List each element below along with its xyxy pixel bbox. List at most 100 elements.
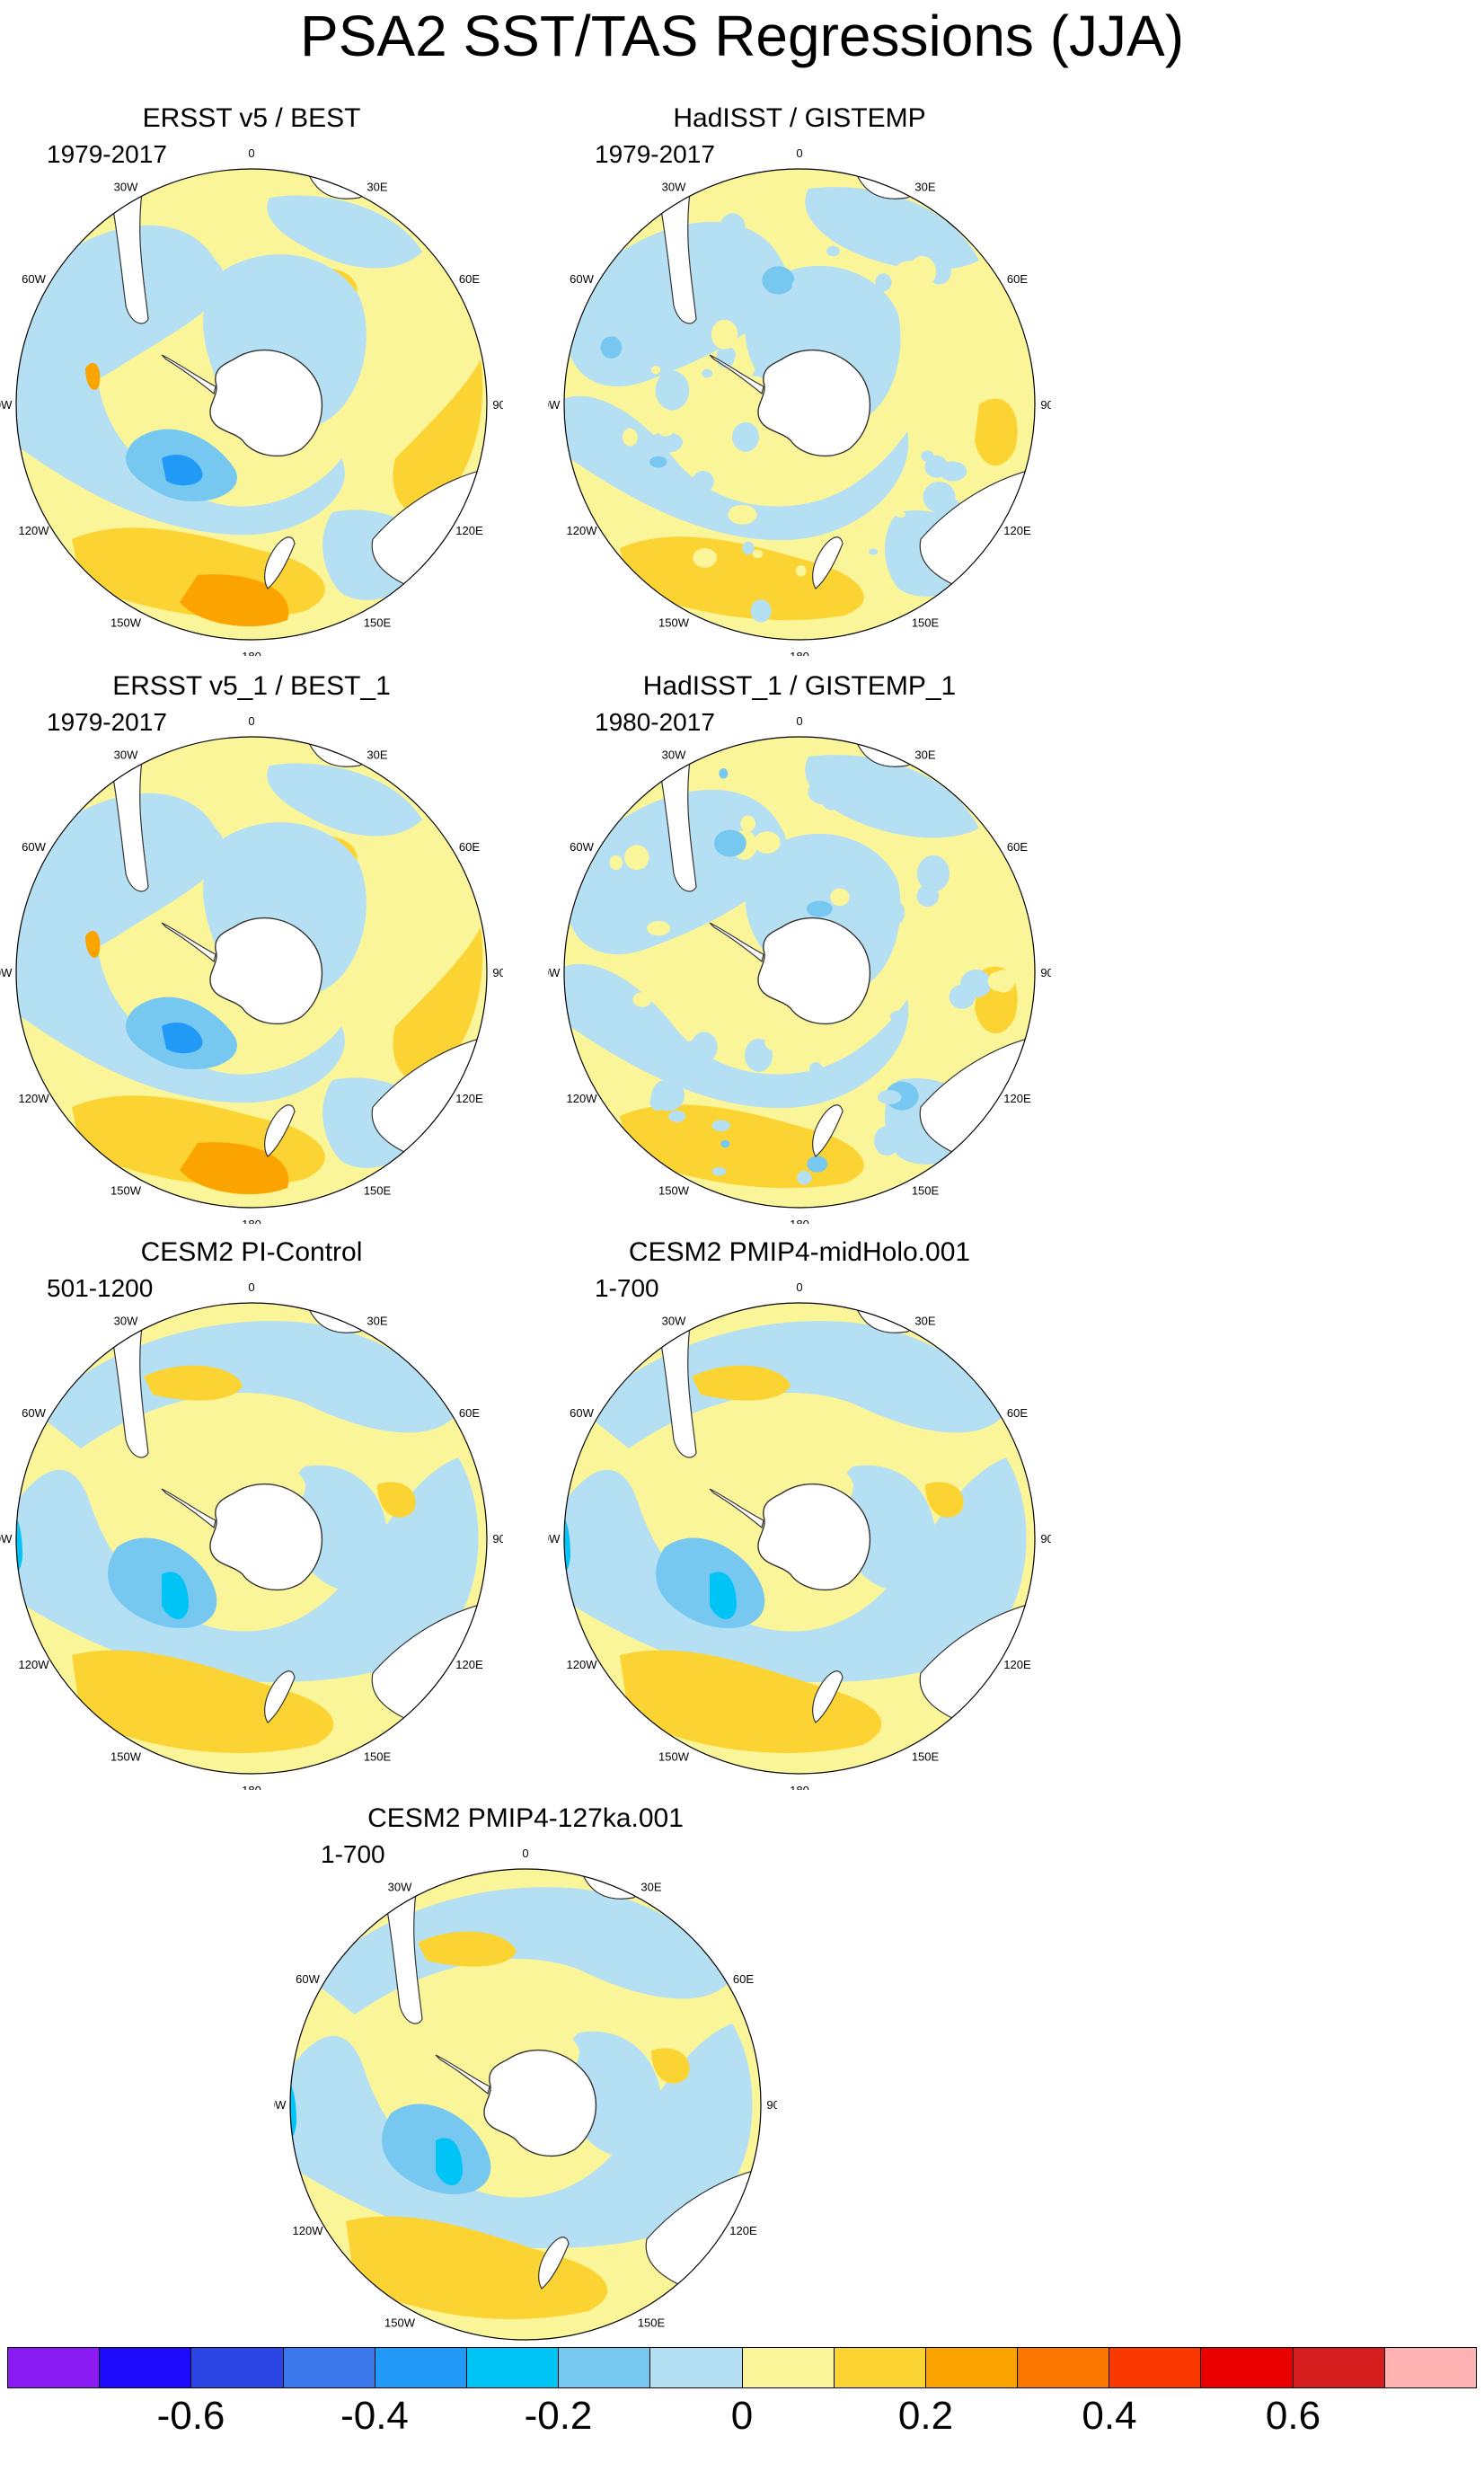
map-boundary: [563, 736, 1036, 1209]
longitude-label: 60E: [459, 272, 480, 286]
colorbar-swatch: [1201, 2347, 1294, 2388]
panel-title: HadISST / GISTEMP: [673, 103, 926, 133]
longitude-label: 30W: [114, 181, 138, 194]
anomaly-field: [290, 1869, 761, 2340]
longitude-label: 30W: [114, 748, 138, 762]
longitude-label: 0: [796, 146, 802, 160]
longitude-label: 180: [790, 650, 809, 656]
longitude-label: 120E: [1003, 524, 1031, 537]
longitude-label: 60W: [22, 1406, 46, 1420]
panel-title: CESM2 PI-Control: [140, 1237, 363, 1267]
anomaly-field: [564, 169, 1035, 640]
polar-map: 030E60E90E120E150E180150W120W90W60W30W: [0, 714, 503, 1224]
longitude-label: 150W: [110, 616, 142, 629]
longitude-label: 90W: [274, 2098, 287, 2112]
longitude-label: 30E: [367, 181, 387, 194]
colorbar-swatch: [834, 2347, 926, 2388]
panel-hadisst-gistemp: HadISST / GISTEMP 1979-2017 0 30E 60E 90E 120E…: [548, 99, 1051, 656]
colorbar-swatch: [925, 2347, 1019, 2388]
panel-period: 1-700: [321, 1840, 385, 1868]
map-boundary: [563, 1302, 1036, 1775]
longitude-label: 90W: [548, 398, 561, 412]
longitude-label: 90E: [492, 398, 503, 412]
longitude-label: 30W: [114, 1315, 138, 1328]
longitude-label: 150E: [364, 1183, 392, 1197]
map-boundary: [289, 1868, 762, 2341]
longitude-label: 120E: [1003, 1658, 1031, 1671]
colorbar-tick-label: -0.6: [156, 2394, 225, 2438]
anomaly-field: [564, 1303, 1035, 1774]
longitude-label: 120E: [455, 1092, 483, 1105]
longitude-label: 60W: [570, 840, 594, 854]
longitude-label: 30E: [914, 181, 935, 194]
longitude-label: 60W: [570, 272, 594, 286]
longitude-label: 60W: [22, 272, 46, 286]
longitude-label: 150W: [110, 1749, 142, 1763]
longitude-label: 150E: [912, 1749, 940, 1763]
longitude-label: 150E: [364, 616, 392, 629]
polar-map: 030E60E90E120E150E180150W120W90W60W30W: [0, 146, 503, 656]
panel-title: CESM2 PMIP4-midHolo.001: [628, 1237, 971, 1267]
longitude-label: 0: [248, 1280, 254, 1294]
longitude-label: 60E: [1007, 840, 1028, 854]
longitude-label: 90E: [492, 966, 503, 979]
longitude-label: 0: [796, 1280, 802, 1294]
panel-period: 1980-2017: [595, 708, 715, 736]
polar-map: 030E60E90E120E150E180150W120W90W60W30W: [274, 1847, 777, 2356]
colorbar-swatch: [466, 2347, 560, 2388]
longitude-label: 90W: [0, 966, 13, 979]
map-boundary: [563, 168, 1036, 641]
longitude-label: 90W: [548, 966, 561, 979]
longitude-label: 0: [248, 714, 254, 728]
longitude-label: 120W: [567, 1658, 598, 1671]
longitude-label: 90E: [1040, 966, 1051, 979]
longitude-label: 150E: [912, 616, 940, 629]
longitude-label: 120W: [19, 1092, 50, 1105]
map-boundary: [15, 168, 488, 641]
colorbar-swatch: [1109, 2347, 1202, 2388]
longitude-label: 0: [522, 1847, 528, 1860]
colorbar-swatch: [283, 2347, 375, 2388]
polar-map: 030E60E90E120E150E180150W120W90W60W30W: [548, 146, 1051, 656]
polar-map: 030E60E90E120E150E180150W120W90W60W30W: [548, 1280, 1051, 1790]
longitude-label: 90E: [492, 1532, 503, 1546]
longitude-label: 120E: [455, 524, 483, 537]
colorbar-swatch: [1384, 2347, 1477, 2388]
longitude-label: 30E: [367, 1315, 387, 1328]
colorbar-swatch: [7, 2347, 101, 2388]
anomaly-field: [16, 1303, 487, 1774]
longitude-label: 90W: [0, 398, 13, 412]
longitude-label: 60E: [733, 1972, 754, 1986]
anomaly-field: [16, 169, 487, 640]
longitude-label: 60E: [459, 840, 480, 854]
panel-title: ERSST v5_1 / BEST_1: [112, 671, 391, 701]
longitude-label: 90W: [548, 1532, 561, 1546]
longitude-label: 30E: [914, 1315, 935, 1328]
longitude-label: 120W: [567, 1092, 598, 1105]
panel-period: 1979-2017: [595, 140, 715, 168]
longitude-label: 30W: [662, 1315, 686, 1328]
polar-map: 030E60E90E120E150E180150W120W90W60W30W: [548, 714, 1051, 1224]
panel-title: HadISST_1 / GISTEMP_1: [642, 671, 957, 701]
longitude-label: 90E: [766, 2098, 777, 2112]
longitude-label: 90E: [1040, 398, 1051, 412]
panel-cesm2-midholo: CESM2 PMIP4-midHolo.001 1-700 0 30E 60E 90E 12…: [548, 1233, 1051, 1790]
map-boundary: [15, 1302, 488, 1775]
longitude-label: 30E: [640, 1881, 661, 1894]
colorbar-tick-label: -0.4: [340, 2394, 409, 2438]
colorbar-tick-label: 0.4: [1082, 2394, 1137, 2438]
panel-cesm2-picontrol: CESM2 PI-Control 501-1200 0 30E 60E 90E 120E 15…: [0, 1233, 503, 1790]
longitude-label: 120W: [19, 524, 50, 537]
panel-hadisst-gistemp-1: HadISST_1 / GISTEMP_1 1980-2017 0 30E 60E 90E…: [548, 667, 1051, 1224]
anomaly-field: [564, 737, 1035, 1208]
longitude-label: 150W: [658, 1183, 690, 1197]
colorbar-swatch: [100, 2347, 192, 2388]
longitude-label: 120E: [455, 1658, 483, 1671]
longitude-label: 180: [790, 1784, 809, 1790]
colorbar-swatch: [650, 2347, 743, 2388]
longitude-label: 30W: [388, 1881, 412, 1894]
longitude-label: 180: [242, 650, 261, 656]
colorbar-swatch: [1018, 2347, 1110, 2388]
longitude-label: 60E: [1007, 272, 1028, 286]
longitude-label: 60E: [459, 1406, 480, 1420]
